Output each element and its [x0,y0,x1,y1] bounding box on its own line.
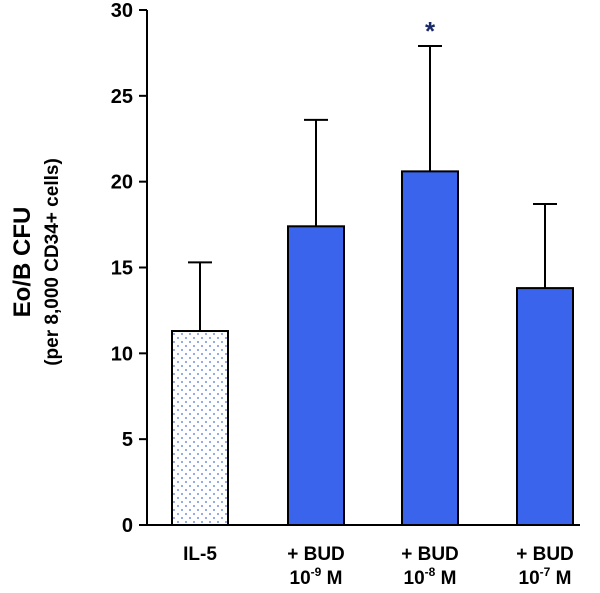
y-tick-label: 25 [111,86,133,108]
bar [401,170,459,526]
error-bars [188,45,557,332]
y-tick-label: 30 [111,0,133,22]
bars [171,170,574,527]
x-category-label: + BUD [516,544,574,565]
x-category-concentration: 10-8 M [404,565,457,589]
y-axis-ticks: 0 5 10 15 20 25 30 [111,0,147,537]
y-tick-label: 5 [122,429,133,451]
y-axis-title: Eo/B CFU (per 8,000 CD34+ cells) [9,158,63,366]
x-category-label: IL-5 [183,544,217,565]
y-axis-sublabel: (per 8,000 CD34+ cells) [42,158,63,366]
y-tick-label: 10 [111,343,133,365]
x-category-concentration: 10-7 M [519,565,572,589]
bar [171,330,229,526]
y-tick-label: 20 [111,172,133,194]
significance-asterisk: * [425,16,436,46]
y-tick-label: 0 [122,515,133,537]
bar [287,225,345,527]
significance-markers: * [425,16,436,46]
y-tick-label: 15 [111,258,133,280]
bar [516,287,574,526]
x-category-label: + BUD [287,544,345,565]
y-axis-label: Eo/B CFU [9,207,36,318]
x-category-concentration: 10-9 M [290,565,343,589]
x-category-label: + BUD [401,544,459,565]
